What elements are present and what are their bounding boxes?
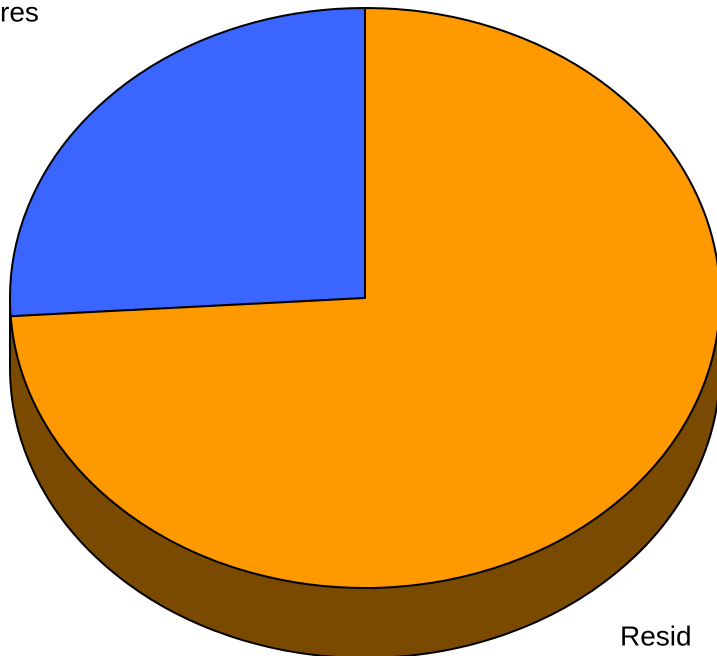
pie-slice bbox=[9, 7, 717, 589]
pie-slice bbox=[9, 7, 366, 318]
slice-label: Resid bbox=[620, 620, 692, 651]
slice-label: res bbox=[0, 0, 39, 27]
